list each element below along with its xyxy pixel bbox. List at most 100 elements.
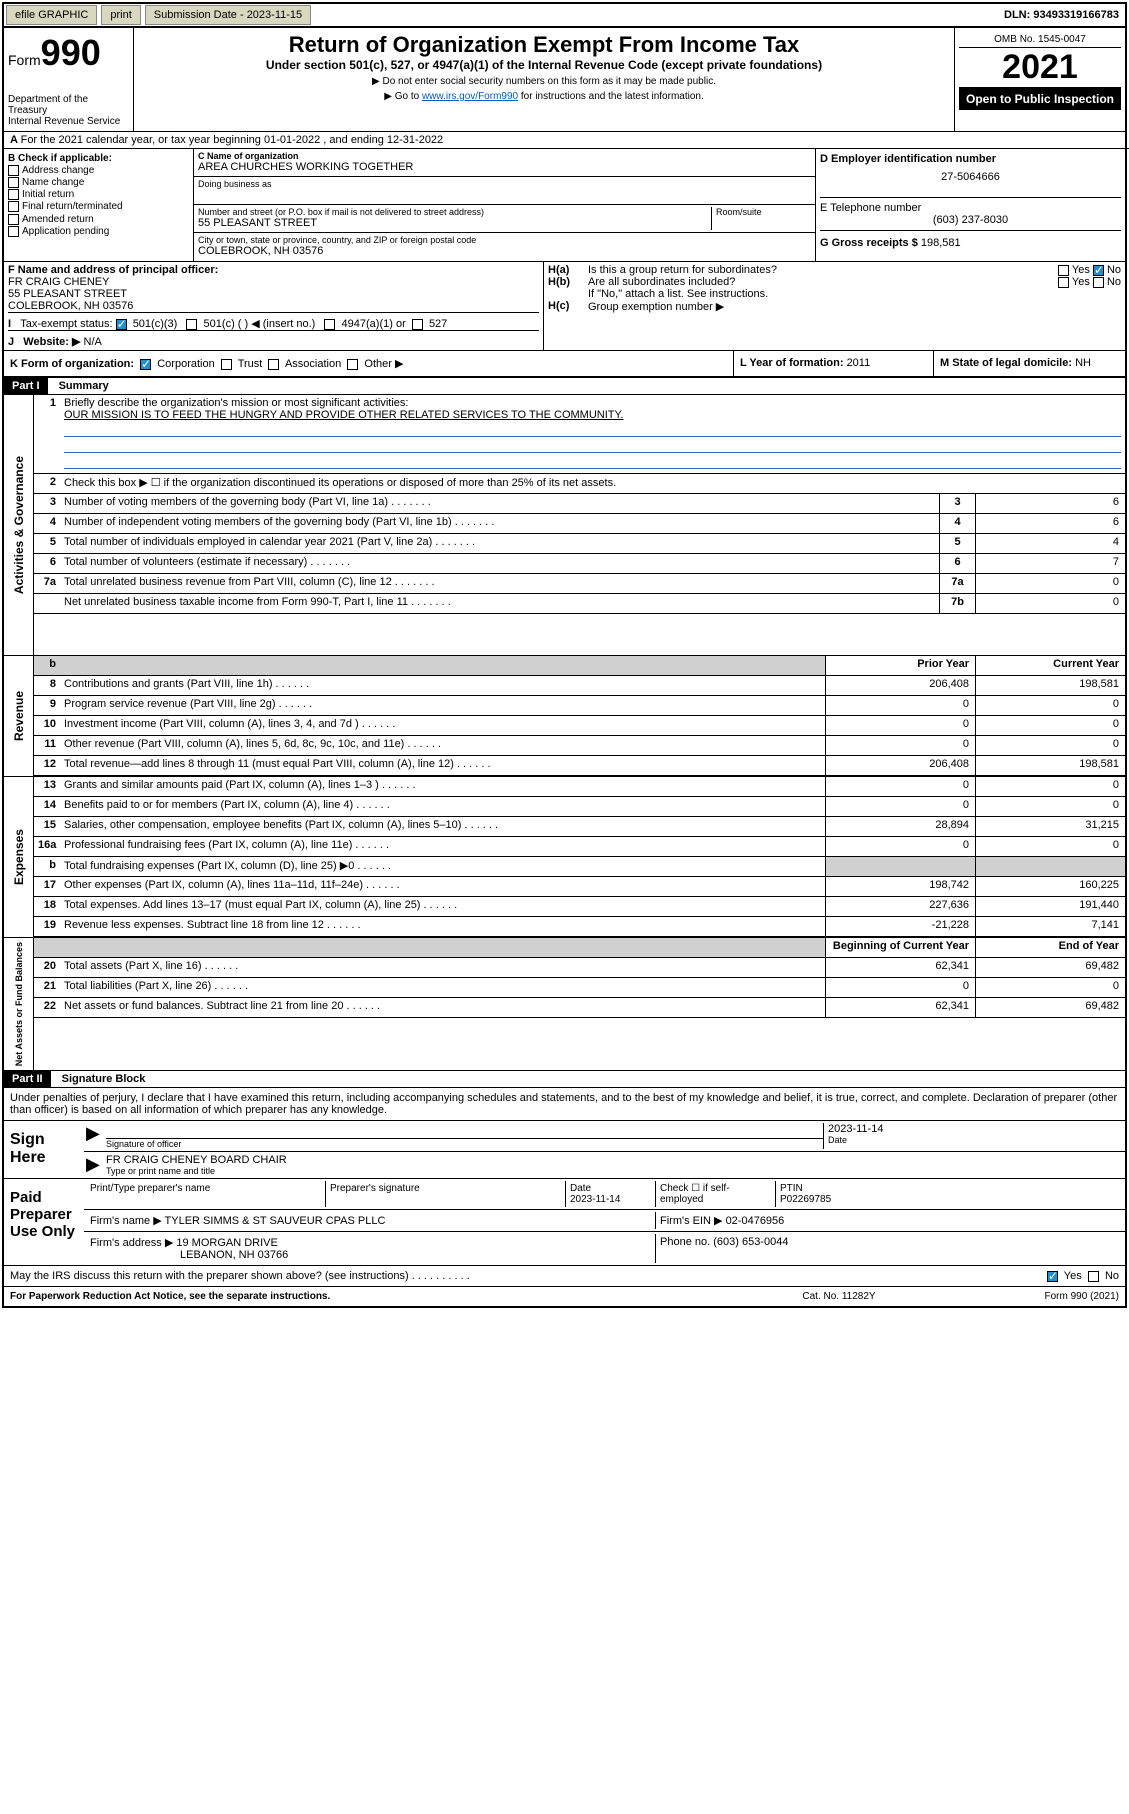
summary-line: 9Program service revenue (Part VIII, lin… (34, 696, 1125, 716)
checkbox-4947[interactable] (324, 319, 335, 330)
checkbox-ha-yes[interactable] (1058, 265, 1069, 276)
dba-label: Doing business as (198, 179, 811, 189)
officer-name: FR CRAIG CHENEY (8, 276, 539, 288)
summary-line: 10Investment income (Part VIII, column (… (34, 716, 1125, 736)
prep-date: 2023-11-14 (570, 1194, 620, 1205)
summary-line: bTotal fundraising expenses (Part IX, co… (34, 857, 1125, 877)
efile-button[interactable]: efile GRAPHIC (6, 5, 97, 25)
footer-center: Cat. No. 11282Y (739, 1291, 939, 1302)
summary-line: 13Grants and similar amounts paid (Part … (34, 777, 1125, 797)
side-expenses: Expenses (10, 825, 28, 889)
dln: DLN: 93493319166783 (1004, 9, 1125, 21)
checkbox-amended[interactable] (8, 214, 19, 225)
section-i-label: Tax-exempt status: (20, 318, 112, 330)
sections-bcdefg: B Check if applicable: Address change Na… (4, 149, 1125, 262)
checkbox-name-change[interactable] (8, 177, 19, 188)
footer-left: For Paperwork Reduction Act Notice, see … (10, 1291, 739, 1302)
hdr-prior: Prior Year (825, 656, 975, 675)
section-g-label: G Gross receipts $ (820, 237, 921, 249)
form-number: 990 (41, 32, 101, 73)
sections-fhij: F Name and address of principal officer:… (4, 262, 1125, 351)
checkbox-final-return[interactable] (8, 201, 19, 212)
summary-line: 20Total assets (Part X, line 16) . . . .… (34, 958, 1125, 978)
hdr-end: End of Year (975, 938, 1125, 957)
addr-label: Number and street (or P.O. box if mail i… (198, 207, 711, 217)
hdr-begin: Beginning of Current Year (825, 938, 975, 957)
checkbox-other[interactable] (347, 359, 358, 370)
street-address: 55 PLEASANT STREET (198, 217, 711, 229)
firm-phone: (603) 653-0044 (713, 1236, 788, 1248)
gross-receipts: 198,581 (921, 237, 961, 249)
ptin: P02269785 (780, 1194, 831, 1205)
phone: (603) 237-8030 (820, 214, 1121, 226)
ein: 27-5064666 (820, 171, 1121, 183)
side-netassets: Net Assets or Fund Balances (12, 938, 26, 1070)
sig-name: FR CRAIG CHENEY BOARD CHAIR (106, 1154, 1123, 1166)
checkbox-501c3[interactable] (116, 319, 127, 330)
summary-line: 12Total revenue—add lines 8 through 11 (… (34, 756, 1125, 776)
omb-number: OMB No. 1545-0047 (959, 32, 1121, 48)
tax-year: 2021 (959, 48, 1121, 88)
instruction-2: Go to www.irs.gov/Form990 for instructio… (138, 91, 950, 102)
checkbox-discuss-yes[interactable] (1047, 1271, 1058, 1282)
section-d-label: D Employer identification number (820, 153, 1121, 165)
side-governance: Activities & Governance (10, 452, 28, 598)
section-f-label: F Name and address of principal officer: (8, 264, 539, 276)
checkbox-ha-no[interactable] (1093, 265, 1104, 276)
checkbox-hb-no[interactable] (1093, 277, 1104, 288)
summary-line: 17Other expenses (Part IX, column (A), l… (34, 877, 1125, 897)
open-public-badge: Open to Public Inspection (959, 88, 1121, 110)
submission-date: Submission Date - 2023-11-15 (145, 5, 311, 25)
print-button[interactable]: print (101, 5, 140, 25)
footer-right: Form 990 (2021) (939, 1291, 1119, 1302)
section-k-label: K Form of organization: (10, 358, 134, 370)
summary-line: 16aProfessional fundraising fees (Part I… (34, 837, 1125, 857)
h-b-text: Are all subordinates included? (588, 276, 1058, 288)
sections-klm: K Form of organization: Corporation Trus… (4, 351, 1125, 377)
form-word: Form (8, 52, 41, 68)
paid-preparer-label: Paid Preparer Use Only (4, 1179, 84, 1265)
irs-link[interactable]: www.irs.gov/Form990 (422, 91, 518, 102)
summary-line: 6Total number of volunteers (estimate if… (34, 554, 1125, 574)
summary-line: 11Other revenue (Part VIII, column (A), … (34, 736, 1125, 756)
part2-title: Signature Block (54, 1073, 146, 1085)
checkbox-initial-return[interactable] (8, 189, 19, 200)
line-a: A For the 2021 calendar year, or tax yea… (4, 132, 1129, 149)
officer-city: COLEBROOK, NH 03576 (8, 300, 539, 312)
checkbox-corp[interactable] (140, 359, 151, 370)
summary-line: 8Contributions and grants (Part VIII, li… (34, 676, 1125, 696)
section-c-name-label: C Name of organization (198, 151, 811, 161)
summary-line: 15Salaries, other compensation, employee… (34, 817, 1125, 837)
state-domicile: NH (1075, 357, 1091, 369)
sig-date: 2023-11-14 (828, 1123, 1123, 1135)
sig-officer-label: Signature of officer (106, 1139, 823, 1149)
section-b-label: B Check if applicable: (8, 153, 189, 164)
h-b-note: If "No," attach a list. See instructions… (548, 288, 1121, 300)
summary-line: 4Number of independent voting members of… (34, 514, 1125, 534)
section-j-label: Website: ▶ (23, 336, 80, 348)
checkbox-hb-yes[interactable] (1058, 277, 1069, 288)
sig-date-label: Date (828, 1135, 1123, 1145)
checkbox-trust[interactable] (221, 359, 232, 370)
may-discuss: May the IRS discuss this return with the… (10, 1270, 1047, 1282)
summary-line: 22Net assets or fund balances. Subtract … (34, 998, 1125, 1018)
prep-sig-hdr: Preparer's signature (326, 1181, 566, 1207)
checkbox-address-change[interactable] (8, 165, 19, 176)
summary-line: 3Number of voting members of the governi… (34, 494, 1125, 514)
checkbox-app-pending[interactable] (8, 226, 19, 237)
form-subtitle: Under section 501(c), 527, or 4947(a)(1)… (138, 58, 950, 72)
summary-line: 18Total expenses. Add lines 13–17 (must … (34, 897, 1125, 917)
summary-line: 21Total liabilities (Part X, line 26) . … (34, 978, 1125, 998)
checkbox-assoc[interactable] (268, 359, 279, 370)
checkbox-discuss-no[interactable] (1088, 1271, 1099, 1282)
declaration: Under penalties of perjury, I declare th… (4, 1088, 1125, 1121)
year-formation: 2011 (847, 357, 871, 369)
org-name: AREA CHURCHES WORKING TOGETHER (198, 161, 811, 173)
mission-text: OUR MISSION IS TO FEED THE HUNGRY AND PR… (64, 409, 1121, 421)
section-b-checklist: Address change Name change Initial retur… (8, 165, 189, 237)
part2-header: Part II (4, 1071, 51, 1087)
sign-here-label: Sign Here (4, 1121, 84, 1178)
checkbox-501c[interactable] (186, 319, 197, 330)
checkbox-527[interactable] (412, 319, 423, 330)
firm-addr1: 19 MORGAN DRIVE (176, 1237, 277, 1249)
